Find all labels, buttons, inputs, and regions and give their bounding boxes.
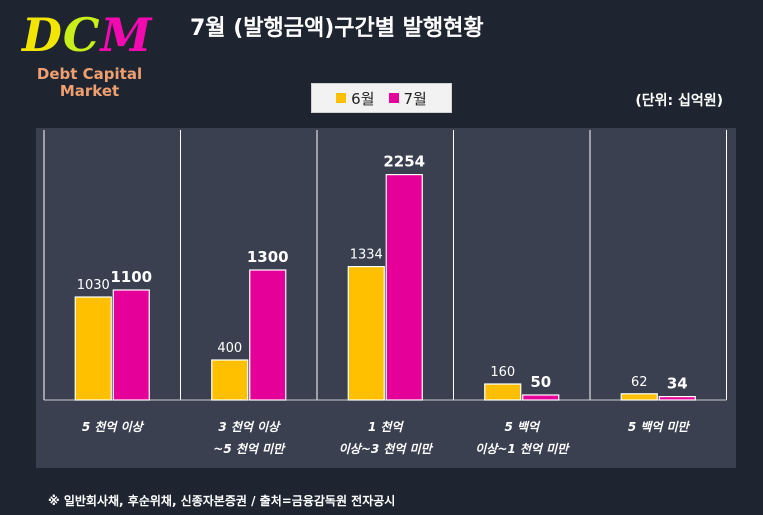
data-label-july: 2254 bbox=[383, 153, 425, 171]
legend-label-july: 7월 bbox=[403, 89, 427, 108]
logo-letter-c: C bbox=[62, 8, 101, 62]
bar-july bbox=[249, 269, 287, 401]
data-label-june: 1334 bbox=[350, 248, 383, 263]
bar-july bbox=[112, 289, 150, 401]
category-label: 이상~1 천억 미만 bbox=[475, 442, 570, 456]
legend-swatch-july bbox=[388, 93, 399, 103]
unit-label: (단위: 십억원) bbox=[635, 93, 723, 109]
logo-letter-d: D bbox=[22, 8, 63, 62]
bar-june bbox=[347, 266, 385, 401]
legend-item-june: 6월 bbox=[336, 88, 375, 109]
bar-chart: 1030 1100 5 천억 이상 400 1300 3 천억 이상 ~5 천억 미만 133… bbox=[43, 130, 727, 456]
data-label-july: 50 bbox=[530, 373, 551, 391]
data-label-july: 1300 bbox=[247, 248, 289, 266]
bar-july bbox=[385, 173, 423, 401]
bar-june bbox=[484, 383, 522, 401]
data-label-june: 1030 bbox=[77, 278, 110, 293]
category-label: 5 천억 이상 bbox=[82, 420, 145, 434]
dcm-logo: DCM bbox=[22, 8, 162, 62]
chart-legend: 6월 7월 bbox=[311, 83, 452, 113]
category-label: 이상~3 천억 미만 bbox=[339, 442, 434, 456]
data-label-june: 400 bbox=[217, 341, 242, 356]
category-label: 1 천억 bbox=[368, 420, 405, 434]
footnote: ※ 일반회사채, 후순위채, 신종자본증권 / 출처=금융감독원 전자공시 bbox=[48, 494, 396, 508]
bar-july bbox=[658, 396, 696, 401]
chart-panel: 1030 1100 5 천억 이상 400 1300 3 천억 이상 ~5 천억 미만 133… bbox=[36, 128, 736, 468]
data-label-july: 34 bbox=[667, 375, 688, 393]
legend-swatch-june bbox=[336, 93, 347, 103]
category-label: 3 천억 이상 bbox=[218, 420, 281, 434]
category-label: 5 백억 bbox=[504, 420, 541, 434]
category-label: 5 백억 미만 bbox=[628, 420, 691, 434]
logo-subtitle: Debt Capital Market bbox=[22, 66, 157, 100]
data-label-june: 160 bbox=[490, 365, 515, 380]
category-label: ~5 천억 미만 bbox=[213, 442, 286, 456]
logo-letter-m: M bbox=[100, 8, 153, 62]
legend-label-june: 6월 bbox=[351, 89, 375, 108]
chart-title: 7월 (발행금액)구간별 발행현황 bbox=[190, 16, 484, 41]
bar-june bbox=[211, 359, 249, 401]
bar-june bbox=[74, 296, 112, 401]
logo-subtitle-line2: Market bbox=[59, 82, 120, 100]
legend-item-july: 7월 bbox=[388, 88, 427, 109]
data-label-june: 62 bbox=[631, 375, 648, 390]
data-label-july: 1100 bbox=[110, 268, 152, 286]
logo-subtitle-line1: Debt Capital bbox=[36, 65, 143, 83]
bar-july bbox=[522, 394, 560, 401]
bar-june bbox=[620, 393, 658, 401]
